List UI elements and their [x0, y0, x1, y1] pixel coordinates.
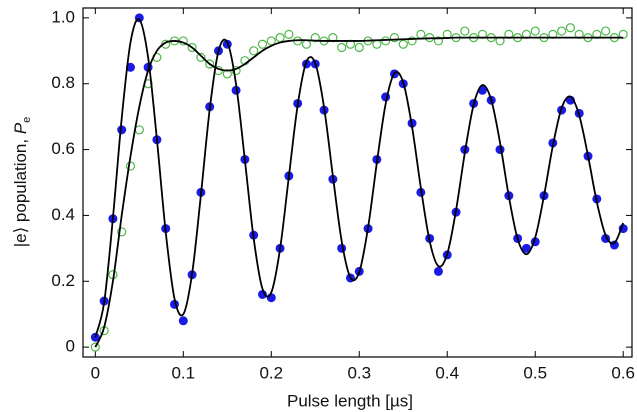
y-label-symbol: P — [11, 122, 30, 134]
data-point — [433, 36, 444, 46]
data-point — [117, 227, 127, 237]
data-point — [310, 33, 320, 43]
data-point — [372, 39, 382, 49]
data-point — [565, 23, 576, 33]
data-point — [407, 36, 417, 46]
x-tick-label: 0 — [91, 363, 100, 382]
data-point — [389, 33, 400, 43]
fit-line — [94, 18, 625, 338]
data-point — [557, 26, 567, 36]
y-tick-label: 0.8 — [51, 73, 75, 92]
y-axis-label: |e⟩ population, Pe — [11, 117, 32, 248]
plot-frame — [82, 7, 633, 358]
data-point — [275, 33, 285, 43]
fit-line — [94, 36, 624, 348]
data-point — [601, 26, 611, 36]
data-point — [125, 161, 136, 171]
data-point — [460, 26, 470, 36]
x-tick-label: 0.3 — [347, 363, 371, 382]
data-point — [284, 29, 294, 39]
data-point — [134, 125, 144, 135]
y-tick-label: 1.0 — [51, 7, 75, 26]
x-tick-label: 0.6 — [611, 363, 635, 382]
data-point — [521, 243, 531, 253]
data-point — [398, 39, 408, 49]
data-point — [530, 26, 540, 36]
x-tick-label: 0.5 — [523, 363, 547, 382]
data-point — [117, 125, 127, 135]
y-label-text: |e⟩ population, — [11, 134, 30, 247]
data-point — [178, 316, 188, 326]
y-tick-label: 0 — [66, 337, 75, 356]
data-point — [433, 266, 443, 276]
data-point — [354, 42, 364, 53]
data-point — [301, 39, 312, 49]
data-point — [257, 39, 268, 49]
x-axis-label: Pulse length [µs] — [287, 391, 413, 410]
data-point — [90, 342, 100, 352]
y-tick-label: 0.6 — [51, 139, 75, 158]
data-point — [266, 293, 276, 303]
x-tick-label: 0.1 — [171, 363, 195, 382]
y-label-subscript: e — [21, 117, 33, 123]
data-point — [196, 52, 206, 62]
data-point — [337, 42, 347, 53]
y-tick-label: 0.2 — [51, 271, 75, 290]
data-point — [205, 59, 215, 69]
data-point — [187, 42, 197, 53]
data-point — [249, 46, 259, 56]
x-tick-label: 0.4 — [435, 363, 459, 382]
data-point — [257, 289, 267, 299]
x-tick-label: 0.2 — [259, 363, 283, 382]
y-tick-label: 0.4 — [51, 205, 75, 224]
data-point — [416, 29, 426, 39]
